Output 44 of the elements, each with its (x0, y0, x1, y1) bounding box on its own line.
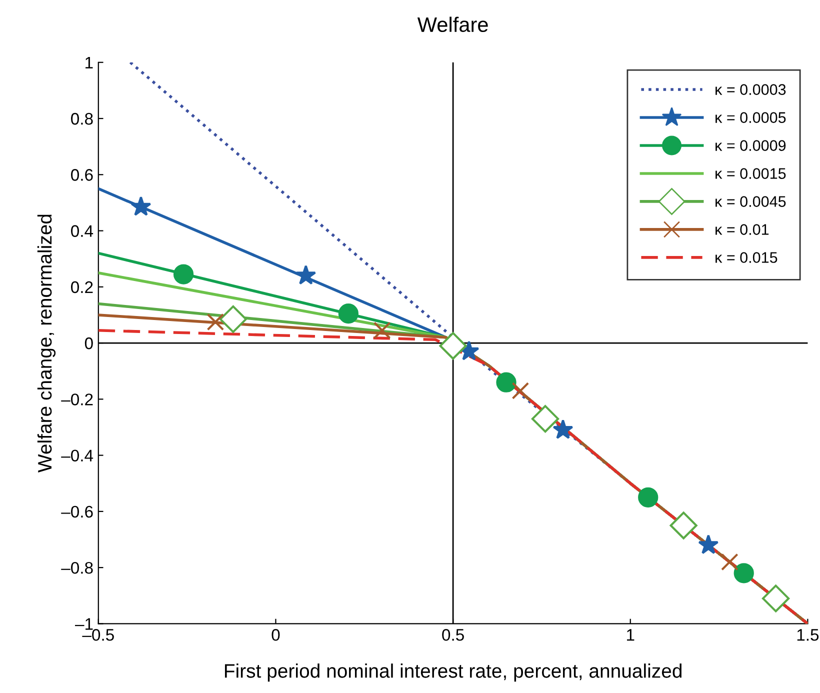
legend-label: κ = 0.0045 (716, 196, 786, 207)
x-tick-label: 1 (627, 629, 634, 641)
y-tick-label: –0.8 (61, 562, 93, 574)
point (439, 332, 467, 360)
point (638, 487, 658, 508)
point (720, 553, 738, 571)
point (130, 196, 152, 216)
point (531, 405, 560, 433)
legend-label: κ = 0.0005 (716, 112, 786, 123)
y-tick-label: 0.2 (71, 281, 93, 294)
y-tick-label: 0.4 (71, 225, 94, 237)
y-tick-label: 0 (84, 337, 93, 350)
x-tick-label: 0 (272, 629, 280, 641)
point (373, 322, 391, 340)
point (173, 264, 194, 284)
point (762, 584, 790, 612)
point (512, 382, 530, 400)
point (698, 534, 719, 554)
legend-label: κ = 0.0009 (716, 140, 786, 151)
legend-label: κ = 0.0003 (716, 84, 786, 95)
y-tick-label: 0.6 (71, 169, 93, 181)
y-tick-label: –0.6 (61, 506, 93, 518)
chart-title: Welfare (417, 16, 488, 32)
point (734, 563, 754, 584)
point (219, 305, 247, 333)
y-tick-label: 0.8 (71, 112, 93, 125)
y-tick-label: –0.2 (61, 394, 93, 406)
x-axis-title: First period nominal interest rate, percent, annualized (224, 664, 682, 682)
legend-label: κ = 0.015 (716, 252, 778, 263)
y-tick-label: –1 (75, 618, 93, 630)
point (206, 313, 224, 331)
point (296, 264, 316, 285)
point (496, 372, 516, 392)
point (338, 303, 358, 324)
point (552, 419, 574, 439)
y-tick-label: 1 (86, 56, 93, 68)
y-tick-label: –0.4 (61, 450, 94, 462)
x-tick-label: 1.5 (797, 629, 819, 641)
legend-label: κ = 0.01 (716, 224, 769, 235)
legend-label: κ = 0.0015 (716, 168, 786, 179)
point (670, 512, 698, 540)
y-axis-title: Welfare change, renormalized (37, 214, 56, 472)
x-tick-label: 0.5 (442, 629, 464, 641)
x-tick-label: –0.5 (82, 629, 114, 641)
